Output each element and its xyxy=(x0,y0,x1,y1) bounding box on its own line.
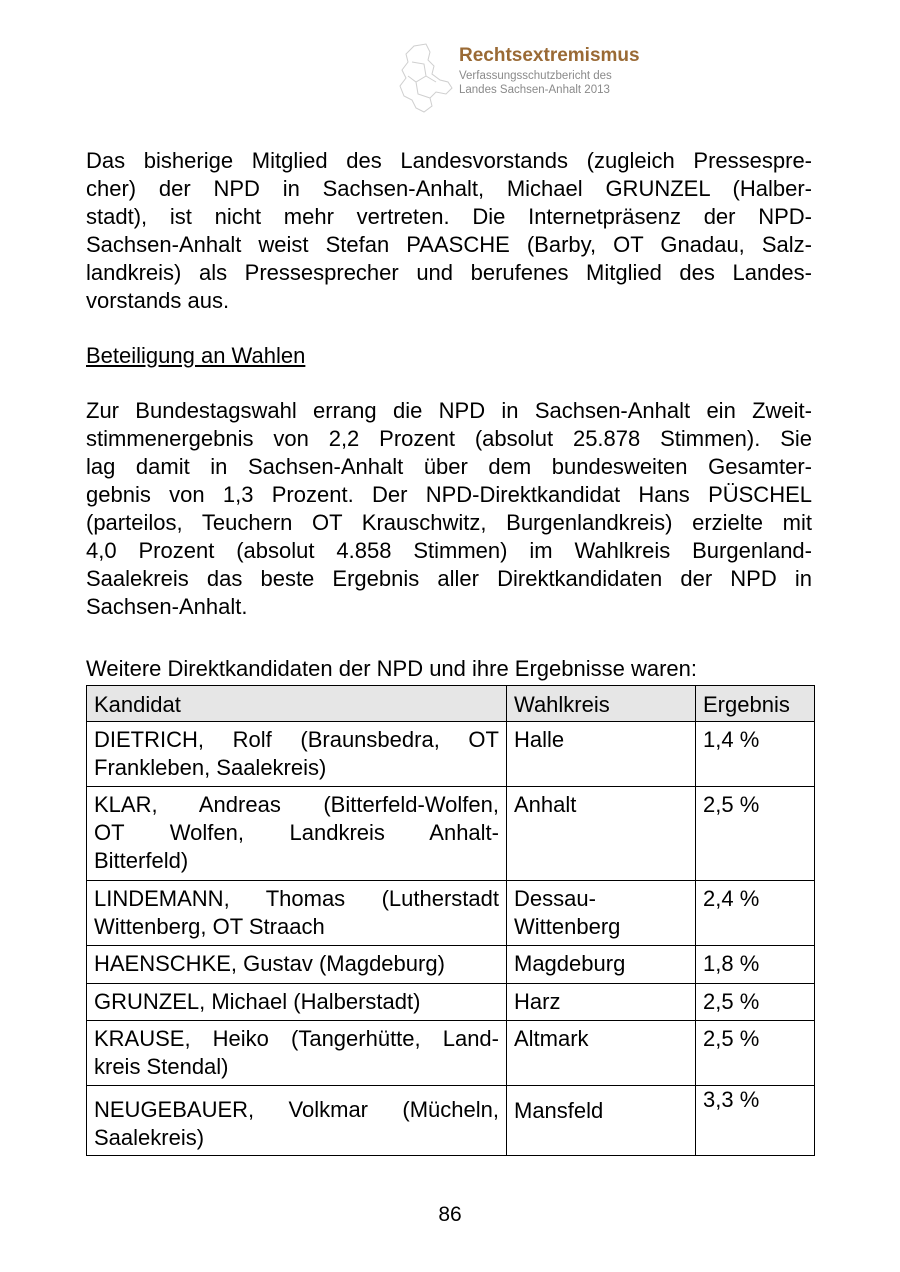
text-line: kreis Stendal) xyxy=(94,1054,229,1079)
header-subtitle: Verfassungsschutzbericht des Landes Sach… xyxy=(459,69,612,97)
sachsen-anhalt-map-logo xyxy=(399,43,453,113)
text-line: Sachsen-Anhalt. xyxy=(86,594,248,619)
paragraph-board-members: Das bisherige Mitglied des Landesvorstan… xyxy=(86,147,812,315)
text-line: stimmenergebnis von 2,2 Prozent (absolut… xyxy=(86,426,812,451)
text-line: lag damit in Sachsen-Anhalt über dem bun… xyxy=(86,454,812,479)
table-row: NEUGEBAUER, Volkmar (Mücheln, Saalekreis)… xyxy=(86,1085,815,1156)
cell-ergebnis: 2,5 % xyxy=(695,786,815,881)
table-intro: Weitere Direktkandidaten der NPD und ihr… xyxy=(86,656,698,681)
text-line: OT Wolfen, Landkreis Anhalt- xyxy=(94,820,499,845)
cell-kandidat: HAENSCHKE, Gustav (Magdeburg) xyxy=(86,945,507,984)
cell-ergebnis: 2,5 % xyxy=(695,983,815,1021)
table-row: KLAR, Andreas (Bitterfeld-Wolfen, OT Wolf… xyxy=(86,786,815,881)
cell-wahlkreis: Anhalt xyxy=(506,786,696,881)
table-row: GRUNZEL, Michael (Halberstadt) Harz 2,5 % xyxy=(86,983,815,1021)
text-line: NEUGEBAUER, Volkmar (Mücheln, xyxy=(94,1097,499,1122)
table-row: DIETRICH, Rolf (Braunsbedra, OT Franklebe… xyxy=(86,721,815,787)
text-line: Wittenberg xyxy=(514,914,621,939)
text-line: Altmark xyxy=(514,1026,589,1051)
text-line: Zur Bundestagswahl errang die NPD in Sac… xyxy=(86,398,812,423)
page-header: Rechtsextremismus Verfassungsschutzberic… xyxy=(396,42,696,114)
text-line: Halle xyxy=(514,727,565,752)
text-line: DIETRICH, Rolf (Braunsbedra, OT xyxy=(94,727,499,752)
text-line: Dessau- xyxy=(514,886,596,911)
text-line: Harz xyxy=(514,989,561,1014)
section-heading: Beteiligung an Wahlen xyxy=(86,343,306,368)
paragraph-election-results: Zur Bundestagswahl errang die NPD in Sac… xyxy=(86,397,812,621)
text-line: HAENSCHKE, Gustav (Magdeburg) xyxy=(94,951,445,976)
text-line: Magdeburg xyxy=(514,951,626,976)
table-row: LINDEMANN, Thomas (Lutherstadt Wittenberg… xyxy=(86,880,815,946)
text-line: gebnis von 1,3 Prozent. Der NPD-Direktka… xyxy=(86,482,812,507)
text-line: landkreis) als Pressesprecher und berufe… xyxy=(86,260,812,285)
text-line: Bitterfeld) xyxy=(94,848,189,873)
cell-wahlkreis: Dessau- Wittenberg xyxy=(506,880,696,946)
text-line: vorstands aus. xyxy=(86,288,230,313)
header-kandidat: Kandidat xyxy=(86,685,507,722)
text-line: KLAR, Andreas (Bitterfeld-Wolfen, xyxy=(94,792,499,817)
text-line: KRAUSE, Heiko (Tangerhütte, Land- xyxy=(94,1026,499,1051)
header-subtitle-line: Landes Sachsen-Anhalt 2013 xyxy=(459,84,610,96)
cell-ergebnis: 3,3 % xyxy=(695,1085,815,1156)
text-line: (parteilos, Teuchern OT Krauschwitz, Bur… xyxy=(86,510,812,535)
text-line: LINDEMANN, Thomas (Lutherstadt xyxy=(94,886,499,911)
cell-kandidat: KRAUSE, Heiko (Tangerhütte, Land-kreis S… xyxy=(86,1020,507,1086)
cell-kandidat: NEUGEBAUER, Volkmar (Mücheln, Saalekreis) xyxy=(86,1085,507,1156)
table-row: HAENSCHKE, Gustav (Magdeburg) Magdeburg 1,… xyxy=(86,945,815,984)
text-line: GRUNZEL, Michael (Halberstadt) xyxy=(94,989,421,1014)
cell-wahlkreis: Magdeburg xyxy=(506,945,696,984)
text-line: Saalekreis) xyxy=(94,1125,205,1150)
cell-kandidat: GRUNZEL, Michael (Halberstadt) xyxy=(86,983,507,1021)
cell-wahlkreis: Mansfeld xyxy=(506,1085,696,1156)
text-line: Wittenberg, OT Straach xyxy=(94,914,325,939)
page-number: 86 xyxy=(438,1203,462,1226)
text-line: 4,0 Prozent (absolut 4.858 Stimmen) im W… xyxy=(86,538,812,563)
candidates-table: Kandidat Wahlkreis Ergebnis DIETRICH, Ro… xyxy=(86,685,815,1156)
table-row: KRAUSE, Heiko (Tangerhütte, Land-kreis S… xyxy=(86,1020,815,1086)
text-line: Saalekreis das beste Ergebnis aller Dire… xyxy=(86,566,812,591)
cell-kandidat: KLAR, Andreas (Bitterfeld-Wolfen, OT Wolf… xyxy=(86,786,507,881)
cell-ergebnis: 1,4 % xyxy=(695,721,815,787)
text-line: Das bisherige Mitglied des Landesvorstan… xyxy=(86,148,812,173)
cell-wahlkreis: Harz xyxy=(506,983,696,1021)
cell-ergebnis: 1,8 % xyxy=(695,945,815,984)
text-line: Anhalt xyxy=(514,792,577,817)
cell-kandidat: LINDEMANN, Thomas (Lutherstadt Wittenberg… xyxy=(86,880,507,946)
cell-wahlkreis: Altmark xyxy=(506,1020,696,1086)
header-title: Rechtsextremismus xyxy=(459,45,640,66)
cell-kandidat: DIETRICH, Rolf (Braunsbedra, OT Franklebe… xyxy=(86,721,507,787)
text-line: Frankleben, Saalekreis) xyxy=(94,755,327,780)
cell-ergebnis: 2,4 % xyxy=(695,880,815,946)
text-line: cher) der NPD in Sachsen-Anhalt, Michael… xyxy=(86,176,812,201)
text-line: Mansfeld xyxy=(514,1098,604,1123)
header-wahlkreis: Wahlkreis xyxy=(506,685,696,722)
cell-wahlkreis: Halle xyxy=(506,721,696,787)
text-line: stadt), ist nicht mehr vertreten. Die In… xyxy=(86,204,812,229)
text-line: Sachsen-Anhalt weist Stefan PAASCHE (Bar… xyxy=(86,232,812,257)
table-header-row: Kandidat Wahlkreis Ergebnis xyxy=(86,685,815,722)
header-subtitle-line: Verfassungsschutzbericht des xyxy=(459,70,612,82)
cell-ergebnis: 2,5 % xyxy=(695,1020,815,1086)
header-ergebnis: Ergebnis xyxy=(695,685,815,722)
